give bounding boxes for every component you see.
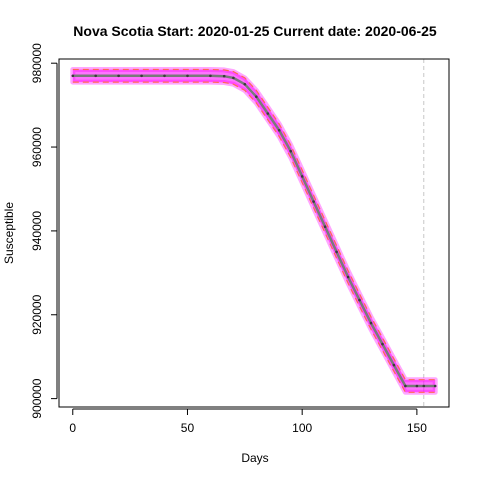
data-point <box>266 112 270 115</box>
band-lower-edge <box>72 81 436 393</box>
x-tick-label: 100 <box>292 421 312 435</box>
data-point <box>243 82 247 86</box>
data-point <box>433 384 437 388</box>
series-line <box>72 74 436 388</box>
data-point <box>222 74 226 78</box>
y-tick-label: 920000 <box>30 294 44 334</box>
data-point <box>358 298 361 302</box>
chart-title: Nova Scotia Start: 2020-01-25 Current da… <box>73 23 437 39</box>
data-point <box>186 74 189 78</box>
data-point <box>335 250 338 254</box>
data-point <box>369 321 373 325</box>
y-tick-label: 900000 <box>30 378 44 418</box>
data-point <box>232 76 235 80</box>
data-point <box>392 363 396 367</box>
data-point <box>381 342 384 346</box>
x-tick-label: 0 <box>69 421 76 435</box>
data-point <box>71 74 75 78</box>
y-axis-label: Susceptible <box>2 202 16 264</box>
data-point <box>346 275 350 279</box>
y-tick-label: 960000 <box>30 127 44 167</box>
data-point <box>312 200 315 203</box>
data-point <box>209 74 212 78</box>
plot-frame <box>58 58 450 408</box>
y-tick-label: 940000 <box>30 211 44 251</box>
y-tick-label: 980000 <box>30 43 44 83</box>
x-tick-label: 50 <box>181 421 195 435</box>
confidence-band <box>70 67 438 395</box>
data-point <box>163 74 166 78</box>
data-point <box>300 175 304 178</box>
data-point <box>140 74 143 78</box>
data-point <box>94 74 97 78</box>
band-upper-edge <box>72 68 436 381</box>
data-point <box>277 129 281 132</box>
data-point <box>117 74 120 78</box>
data-point <box>404 384 407 388</box>
data-point <box>289 149 293 153</box>
data-point <box>254 95 258 98</box>
data-point <box>415 384 419 388</box>
x-tick-label: 150 <box>407 421 427 435</box>
x-axis-label: Days <box>241 451 268 465</box>
data-point <box>422 384 426 388</box>
data-point <box>323 225 327 228</box>
